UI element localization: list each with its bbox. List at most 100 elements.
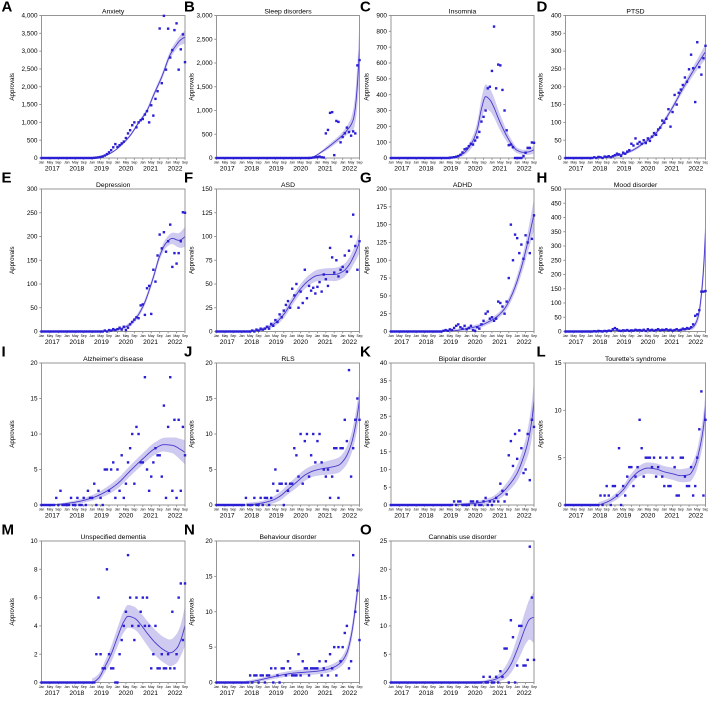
svg-text:2017: 2017 [394, 339, 409, 346]
svg-text:Sep: Sep [604, 334, 610, 338]
svg-text:Approvals: Approvals [189, 73, 196, 101]
svg-text:Sep: Sep [356, 508, 362, 512]
svg-text:Sep: Sep [182, 508, 188, 512]
svg-text:E: E [2, 169, 12, 186]
svg-text:2020: 2020 [293, 513, 308, 520]
svg-text:2021: 2021 [143, 339, 158, 346]
svg-text:Sep: Sep [81, 508, 87, 512]
svg-text:Approvals: Approvals [9, 598, 16, 626]
svg-text:Jan: Jan [686, 334, 692, 338]
svg-text:2020: 2020 [468, 690, 483, 697]
svg-text:2021: 2021 [318, 339, 333, 346]
svg-text:Sep: Sep [653, 508, 659, 512]
svg-text:100: 100 [376, 139, 387, 146]
svg-text:May: May [571, 161, 578, 165]
svg-text:Sep: Sep [430, 161, 436, 165]
svg-text:B: B [184, 0, 195, 15]
svg-text:Sep: Sep [331, 161, 337, 165]
svg-text:2022: 2022 [168, 166, 183, 173]
svg-text:Jan: Jan [686, 161, 692, 165]
svg-text:Approvals: Approvals [9, 73, 16, 101]
svg-text:0: 0 [209, 155, 213, 162]
svg-text:Jan: Jan [514, 685, 520, 689]
svg-text:Sep: Sep [405, 508, 411, 512]
svg-text:75: 75 [380, 275, 388, 282]
svg-text:Approvals: Approvals [189, 598, 196, 626]
svg-text:Sep: Sep [702, 334, 708, 338]
svg-text:Sep: Sep [106, 161, 112, 165]
svg-text:May: May [97, 508, 104, 512]
svg-text:Jan: Jan [464, 508, 470, 512]
svg-text:Jan: Jan [414, 685, 420, 689]
svg-text:Sep: Sep [230, 685, 236, 689]
svg-text:2019: 2019 [616, 339, 631, 346]
svg-text:May: May [620, 161, 627, 165]
svg-text:15: 15 [205, 573, 213, 580]
svg-text:5: 5 [34, 467, 38, 474]
svg-text:Approvals: Approvals [538, 246, 545, 274]
svg-text:2017: 2017 [394, 166, 409, 173]
svg-text:May: May [348, 685, 355, 689]
svg-text:2020: 2020 [293, 166, 308, 173]
svg-text:0: 0 [34, 680, 38, 687]
svg-text:2020: 2020 [640, 513, 655, 520]
svg-text:Jan: Jan [39, 161, 45, 165]
svg-text:900: 900 [376, 13, 387, 20]
svg-text:Sep: Sep [55, 685, 61, 689]
svg-text:700: 700 [376, 44, 387, 51]
svg-text:100: 100 [202, 234, 213, 241]
svg-text:Jan: Jan [39, 685, 45, 689]
svg-text:F: F [184, 169, 193, 186]
svg-text:Sep: Sep [531, 161, 537, 165]
svg-text:May: May [323, 685, 330, 689]
svg-text:Jan: Jan [264, 508, 270, 512]
svg-text:C: C [360, 0, 371, 15]
svg-text:100: 100 [551, 300, 562, 307]
svg-text:Jan: Jan [464, 161, 470, 165]
svg-text:2021: 2021 [492, 339, 507, 346]
svg-text:Sep: Sep [455, 334, 461, 338]
svg-text:Behaviour disorder: Behaviour disorder [259, 534, 317, 541]
svg-text:Jan: Jan [39, 334, 45, 338]
svg-text:2018: 2018 [419, 339, 434, 346]
svg-text:Sep: Sep [506, 334, 512, 338]
svg-text:May: May [522, 334, 529, 338]
svg-text:10: 10 [380, 623, 388, 630]
svg-text:Approvals: Approvals [364, 246, 371, 274]
svg-text:2021: 2021 [492, 513, 507, 520]
svg-text:Alzheimer's disease: Alzheimer's disease [83, 356, 143, 363]
svg-text:May: May [669, 508, 676, 512]
svg-text:15: 15 [554, 360, 562, 367]
svg-text:5: 5 [558, 455, 562, 462]
svg-text:Sep: Sep [455, 508, 461, 512]
svg-text:2019: 2019 [443, 513, 458, 520]
svg-text:Sep: Sep [182, 685, 188, 689]
svg-text:Sep: Sep [306, 334, 312, 338]
svg-text:Sep: Sep [678, 161, 684, 165]
svg-text:2021: 2021 [664, 513, 679, 520]
svg-text:Sep: Sep [306, 161, 312, 165]
svg-text:2017: 2017 [220, 166, 235, 173]
svg-text:May: May [72, 508, 79, 512]
svg-text:2018: 2018 [244, 339, 259, 346]
svg-text:2022: 2022 [342, 513, 357, 520]
svg-text:Sep: Sep [55, 161, 61, 165]
svg-text:Jan: Jan [637, 334, 643, 338]
svg-text:2021: 2021 [492, 690, 507, 697]
svg-text:3,000: 3,000 [197, 13, 213, 20]
svg-text:May: May [396, 161, 403, 165]
svg-text:May: May [222, 508, 229, 512]
svg-text:15: 15 [205, 396, 213, 403]
svg-text:Approvals: Approvals [538, 73, 545, 101]
svg-text:50: 50 [554, 314, 562, 321]
svg-text:May: May [323, 161, 330, 165]
svg-text:Jan: Jan [489, 161, 495, 165]
svg-text:2: 2 [34, 651, 38, 658]
svg-text:May: May [497, 161, 504, 165]
svg-text:Approvals: Approvals [364, 73, 371, 101]
svg-text:20: 20 [380, 431, 388, 438]
svg-text:Jan: Jan [514, 334, 520, 338]
svg-text:2018: 2018 [244, 513, 259, 520]
svg-text:Sep: Sep [356, 685, 362, 689]
svg-text:May: May [148, 161, 155, 165]
